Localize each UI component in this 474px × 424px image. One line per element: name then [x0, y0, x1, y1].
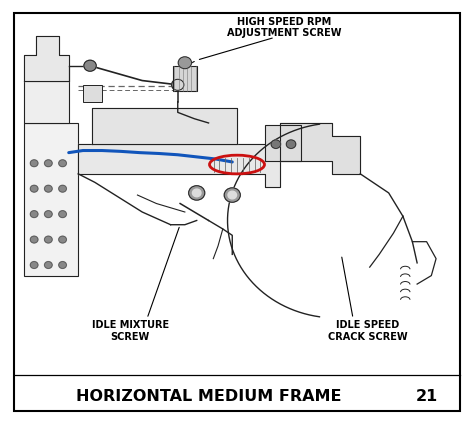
Circle shape [45, 236, 52, 243]
Circle shape [172, 79, 184, 90]
Circle shape [178, 57, 191, 69]
Bar [173, 66, 197, 91]
Bar [265, 125, 301, 161]
Circle shape [84, 60, 96, 71]
Circle shape [286, 140, 296, 148]
Circle shape [45, 185, 52, 192]
Circle shape [59, 160, 66, 167]
Circle shape [59, 211, 66, 218]
Bar [83, 85, 102, 102]
Bar [24, 123, 78, 276]
Circle shape [192, 189, 201, 197]
Circle shape [45, 262, 52, 268]
Bar [24, 81, 69, 123]
Circle shape [189, 186, 205, 200]
Circle shape [30, 160, 38, 167]
Text: HORIZONTAL MEDIUM FRAME: HORIZONTAL MEDIUM FRAME [76, 389, 341, 404]
Polygon shape [280, 123, 360, 174]
Circle shape [59, 185, 66, 192]
Circle shape [45, 160, 52, 167]
Text: IDLE SPEED
CRACK SCREW: IDLE SPEED CRACK SCREW [328, 320, 407, 341]
Circle shape [45, 211, 52, 218]
Circle shape [228, 191, 237, 199]
Circle shape [30, 262, 38, 268]
Circle shape [271, 140, 281, 148]
Polygon shape [24, 36, 69, 81]
Text: IDLE MIXTURE
SCREW: IDLE MIXTURE SCREW [92, 320, 169, 341]
Circle shape [224, 188, 240, 202]
Text: 21: 21 [416, 389, 438, 404]
Circle shape [59, 262, 66, 268]
Circle shape [30, 236, 38, 243]
Polygon shape [78, 144, 280, 187]
Circle shape [30, 185, 38, 192]
Circle shape [30, 211, 38, 218]
Polygon shape [92, 108, 237, 144]
Text: HIGH SPEED RPM
ADJUSTMENT SCREW: HIGH SPEED RPM ADJUSTMENT SCREW [227, 17, 342, 38]
Circle shape [59, 236, 66, 243]
